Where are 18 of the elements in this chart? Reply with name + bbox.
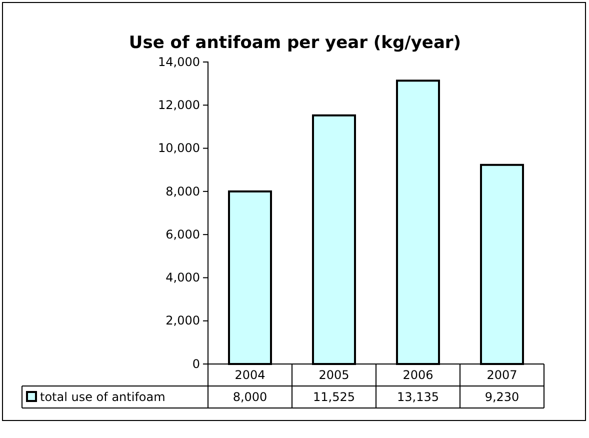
data-label: 13,135 [397,390,439,404]
y-tick-label: 12,000 [158,98,200,112]
data-label: 8,000 [232,390,268,404]
y-tick-label: 6,000 [166,227,200,242]
chart-title: Use of antifoam per year (kg/year) [128,33,462,53]
y-tick-label: 10,000 [158,141,200,156]
legend-label: total use of antifoam [40,390,166,404]
y-tick-label: 0 [192,356,200,371]
y-tick-label: 2,000 [166,314,200,328]
x-tick-label: 2006 [402,368,434,382]
data-label: 11,525 [313,390,355,404]
y-tick-label: 8,000 [166,184,200,198]
y-tick-label: 14,000 [158,54,200,69]
x-tick-label: 2005 [318,368,350,382]
x-tick-label: 2007 [486,368,518,382]
y-tick-label: 4,000 [166,270,200,285]
x-tick-label: 2004 [234,368,266,382]
data-label: 9,230 [484,390,520,404]
